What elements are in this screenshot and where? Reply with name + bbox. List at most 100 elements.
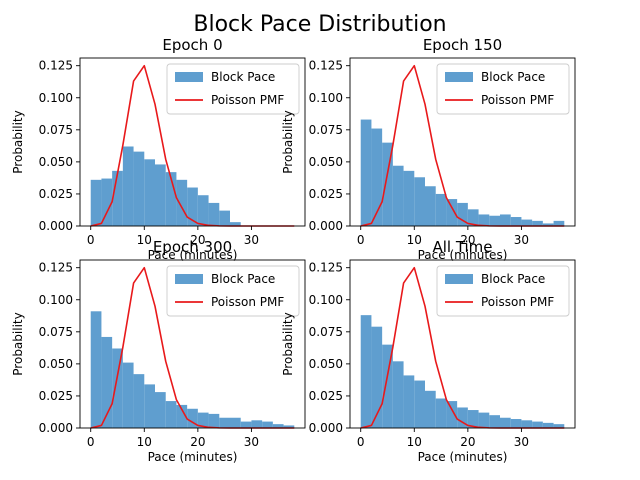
histogram-bar (510, 419, 522, 428)
y-axis-label: Probability (11, 110, 25, 173)
y-tick-label: 0.000 (39, 421, 73, 435)
histogram-bar (187, 408, 198, 428)
y-tick-label: 0.050 (39, 155, 73, 169)
histogram-bar (197, 195, 209, 226)
subplot-4: 0.000 0.025 0.050 0.075 0.100 0.125 0 10 20 30 Pac… (281, 238, 576, 464)
histogram-bar (478, 214, 490, 226)
x-tick-label: 0 (87, 233, 95, 247)
legend: Block Pace Poisson PMF (436, 265, 570, 317)
axes-frame (349, 57, 576, 227)
subplot-title: Epoch 0 (162, 36, 222, 54)
x-axis-label: Pace (minutes) (148, 450, 238, 464)
histogram-bar (360, 315, 372, 428)
histogram-bar (240, 421, 252, 428)
histogram-bar (457, 407, 468, 428)
legend: Block Pace Poisson PMF (436, 63, 570, 115)
subplot-title: Epoch 150 (423, 36, 502, 54)
histogram-bar (122, 146, 134, 226)
histogram-bar (553, 220, 565, 226)
histogram-bar (435, 398, 447, 428)
histogram-bar (272, 424, 284, 428)
x-tick-label: 10 (407, 435, 422, 449)
legend: Block Pace Poisson PMF (166, 63, 300, 115)
histogram-bar (230, 222, 241, 226)
histogram-bar (112, 170, 123, 226)
subplot-title: All Time (432, 238, 492, 256)
x-tick-label: 10 (137, 233, 152, 247)
histogram-bar (371, 128, 383, 226)
histogram-bar (500, 417, 511, 428)
histogram-bar (176, 404, 188, 428)
legend-bar-swatch (445, 274, 473, 284)
histogram-bar (187, 187, 198, 226)
x-tick-label: 30 (244, 233, 259, 247)
x-tick-label: 20 (190, 233, 205, 247)
histogram-bar (360, 119, 372, 226)
histogram-bar (382, 344, 393, 428)
legend-bar-label: Block Pace (481, 272, 545, 286)
histogram-bar (165, 172, 177, 226)
histogram-bar (133, 374, 145, 428)
histogram-bar (403, 170, 415, 226)
histogram-bar (165, 401, 177, 428)
histogram-bar (435, 193, 447, 226)
subplot-3: 0.000 0.025 0.050 0.075 0.100 0.125 0 10 20 30 Pac… (11, 238, 306, 464)
histogram-bar (489, 215, 500, 226)
axes-frame (349, 259, 576, 429)
y-tick-label: 0.050 (309, 155, 343, 169)
histogram-bar (521, 219, 533, 226)
x-axis-label: Pace (minutes) (418, 248, 508, 262)
legend-bar-swatch (445, 72, 473, 82)
legend: Block Pace Poisson PMF (166, 265, 300, 317)
histogram-bar (467, 410, 479, 428)
y-tick-label: 0.025 (39, 187, 73, 201)
histogram-bar (90, 311, 102, 428)
histogram-bar (510, 217, 522, 226)
y-tick-label: 0.100 (309, 293, 343, 307)
x-tick-label: 30 (514, 233, 529, 247)
histogram-bar (414, 177, 425, 226)
y-tick-label: 0.050 (309, 357, 343, 371)
y-tick-label: 0.000 (309, 421, 343, 435)
y-tick-label: 0.025 (309, 187, 343, 201)
x-tick-label: 10 (407, 233, 422, 247)
y-tick-label: 0.000 (39, 219, 73, 233)
histogram-bar (90, 179, 102, 226)
y-tick-label: 0.125 (39, 59, 73, 73)
x-axis-label: Pace (minutes) (148, 248, 238, 262)
histogram-bar (155, 164, 166, 226)
histogram-bar (446, 199, 458, 226)
histogram-bar (382, 142, 393, 226)
legend-bar-swatch (175, 274, 203, 284)
histogram-bar (478, 412, 490, 428)
histogram-bar (446, 401, 458, 428)
histogram-bar (283, 425, 295, 428)
histogram-bar (262, 421, 273, 428)
legend-bar-label: Block Pace (481, 70, 545, 84)
legend-line-label: Poisson PMF (481, 93, 554, 107)
y-tick-label: 0.025 (309, 389, 343, 403)
axes-frame (79, 259, 306, 429)
histogram-bar (489, 415, 500, 428)
subplot-1: 0.000 0.025 0.050 0.075 0.100 0.125 0 10 20 30 Pac… (11, 36, 306, 262)
y-axis-label: Probability (11, 312, 25, 375)
histogram-bar (219, 210, 230, 226)
subplot-title: Epoch 300 (153, 238, 232, 256)
histogram-bar (392, 361, 404, 428)
histogram-bar (112, 348, 123, 428)
histogram-bar (500, 214, 511, 226)
histogram-bar (425, 186, 436, 226)
histogram-bar (144, 384, 155, 428)
x-axis-label: Pace (minutes) (418, 450, 508, 464)
y-tick-label: 0.100 (309, 91, 343, 105)
histogram-bar (155, 392, 166, 428)
histogram-bar (144, 159, 155, 226)
y-axis-label: Probability (281, 110, 295, 173)
y-tick-label: 0.050 (39, 357, 73, 371)
histogram-bar (101, 178, 113, 226)
histogram-bar (425, 390, 436, 428)
histogram-bar (219, 417, 230, 428)
legend-bar-swatch (175, 72, 203, 82)
y-tick-label: 0.100 (39, 293, 73, 307)
